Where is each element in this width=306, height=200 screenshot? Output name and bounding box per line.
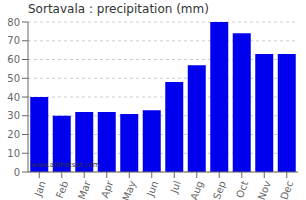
svg-text:Nov: Nov <box>256 179 273 200</box>
svg-text:30: 30 <box>8 110 20 121</box>
svg-text:May: May <box>120 179 137 200</box>
svg-text:70: 70 <box>8 35 20 46</box>
svg-text:50: 50 <box>8 73 20 84</box>
svg-text:0: 0 <box>14 167 20 178</box>
svg-text:Jan: Jan <box>32 179 48 198</box>
svg-text:40: 40 <box>8 92 20 103</box>
svg-text:80: 80 <box>8 18 20 28</box>
svg-text:20: 20 <box>8 129 20 140</box>
svg-text:Jun: Jun <box>144 179 160 198</box>
svg-text:Apr: Apr <box>99 179 116 200</box>
svg-text:Oct: Oct <box>234 179 250 199</box>
svg-text:Feb: Feb <box>54 179 70 199</box>
html-text:Sortavala : precipitation (mm): Sortavala : precipitation (mm) <box>28 2 209 16</box>
svg-text:Sep: Sep <box>211 179 228 200</box>
svg-text:Aug: Aug <box>188 179 205 200</box>
svg-text:Dec: Dec <box>278 179 295 200</box>
svg-text:60: 60 <box>8 54 20 65</box>
svg-text:Mar: Mar <box>76 179 93 200</box>
html-text:www.allmetsat.com: www.allmetsat.com <box>31 161 100 169</box>
svg-text:Jul: Jul <box>168 179 183 195</box>
svg-text:10: 10 <box>8 148 20 159</box>
